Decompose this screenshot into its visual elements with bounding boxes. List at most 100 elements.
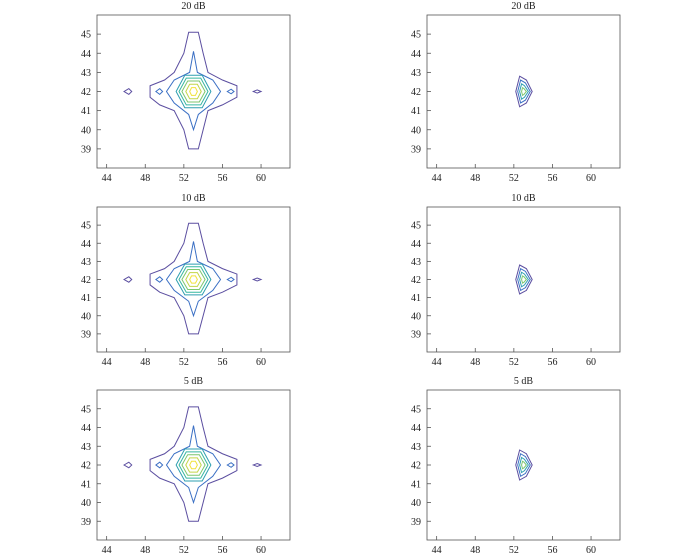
y-tick-label: 40 — [411, 125, 421, 136]
y-tick-label: 41 — [411, 479, 421, 490]
x-tick-label: 56 — [217, 357, 227, 368]
panel: 5 dB 44 48 52 56 60 39 40 41 42 43 44 45 — [81, 376, 291, 556]
y-tick-label: 43 — [81, 257, 91, 268]
contour-line — [226, 276, 235, 283]
contour-line — [165, 425, 222, 505]
contour-line — [251, 277, 263, 282]
contour-line — [521, 460, 528, 470]
y-tick-label: 40 — [81, 498, 91, 509]
y-tick-label: 41 — [81, 106, 91, 117]
contour-line — [185, 457, 202, 473]
x-tick-label: 48 — [140, 357, 150, 368]
panel: 20 dB 44 48 52 56 60 39 40 41 42 43 44 45 — [411, 1, 621, 184]
panel: 5 dB 44 48 52 56 60 39 40 41 42 43 44 45 — [411, 376, 621, 556]
contour-line — [515, 264, 533, 295]
y-tick-label: 43 — [411, 442, 421, 453]
contour-line — [181, 80, 206, 103]
x-tick-label: 56 — [547, 357, 557, 368]
y-tick-label: 40 — [81, 125, 91, 136]
contour-line — [251, 462, 263, 468]
contour-line — [165, 241, 222, 318]
contour-line — [178, 266, 209, 293]
x-tick-label: 52 — [509, 357, 519, 368]
y-tick-label: 40 — [411, 498, 421, 509]
contour-line — [123, 276, 133, 283]
x-tick-label: 56 — [217, 545, 227, 556]
y-tick-label: 41 — [411, 106, 421, 117]
y-tick-label: 44 — [411, 239, 421, 250]
contour-line — [517, 452, 531, 478]
x-tick-label: 48 — [140, 173, 150, 184]
contour-line — [521, 86, 528, 97]
y-tick-label: 42 — [411, 275, 421, 286]
x-tick-label: 52 — [179, 357, 189, 368]
plot-frame — [426, 14, 621, 169]
y-tick-label: 44 — [81, 239, 91, 250]
contour-line — [123, 88, 133, 95]
x-tick-label: 60 — [256, 357, 266, 368]
x-tick-label: 52 — [509, 173, 519, 184]
y-tick-label: 44 — [411, 49, 421, 60]
y-tick-label: 45 — [411, 221, 421, 232]
y-tick-label: 42 — [411, 461, 421, 472]
contour-line — [189, 275, 198, 284]
contour-line — [178, 451, 209, 479]
y-tick-label: 39 — [81, 144, 91, 155]
contour-line — [517, 267, 531, 292]
x-tick-label: 44 — [432, 357, 442, 368]
x-tick-label: 60 — [256, 545, 266, 556]
contour-line — [251, 89, 263, 94]
y-tick-label: 40 — [411, 311, 421, 322]
y-tick-label: 42 — [411, 87, 421, 98]
contour-line — [175, 263, 212, 296]
y-tick-label: 44 — [411, 423, 421, 434]
x-tick-label: 56 — [547, 545, 557, 556]
panel-title: 10 dB — [511, 193, 536, 204]
x-tick-label: 60 — [586, 545, 596, 556]
contour-line — [175, 74, 212, 109]
y-tick-label: 39 — [411, 517, 421, 528]
contour-line — [226, 462, 235, 468]
contour-line — [155, 276, 164, 283]
contour-line — [155, 461, 164, 469]
panel-title: 10 dB — [181, 193, 206, 204]
plot-frame — [426, 389, 621, 541]
y-tick-label: 43 — [81, 442, 91, 453]
y-tick-label: 39 — [81, 329, 91, 340]
y-tick-label: 39 — [81, 517, 91, 528]
y-tick-label: 45 — [411, 404, 421, 415]
x-tick-label: 44 — [432, 173, 442, 184]
panel: 20 dB 44 48 52 56 60 39 40 41 42 43 44 45 — [81, 1, 291, 184]
contour-line — [165, 51, 222, 132]
y-tick-label: 39 — [411, 329, 421, 340]
contour-line — [517, 79, 531, 104]
x-tick-label: 48 — [470, 173, 480, 184]
contour-line — [189, 87, 198, 96]
plot-frame — [426, 206, 621, 353]
y-tick-label: 40 — [81, 311, 91, 322]
y-tick-label: 44 — [81, 49, 91, 60]
panel: 10 dB 44 48 52 56 60 39 40 41 42 43 44 45 — [411, 193, 621, 368]
x-tick-label: 44 — [102, 357, 112, 368]
panel-title: 5 dB — [184, 376, 204, 387]
y-tick-label: 42 — [81, 461, 91, 472]
x-tick-label: 48 — [140, 545, 150, 556]
panel-title: 20 dB — [511, 1, 536, 12]
contour-line — [521, 275, 528, 284]
contour-line — [175, 448, 212, 482]
contour-line — [185, 272, 202, 287]
contour-line — [519, 271, 529, 288]
y-tick-label: 43 — [411, 68, 421, 79]
y-tick-label: 43 — [81, 68, 91, 79]
y-tick-label: 41 — [81, 479, 91, 490]
contour-line — [519, 456, 529, 474]
contour-line — [189, 460, 198, 470]
contour-line — [149, 31, 238, 150]
x-tick-label: 44 — [432, 545, 442, 556]
y-tick-label: 43 — [411, 257, 421, 268]
contour-line — [123, 461, 133, 469]
panel: 10 dB 44 48 52 56 60 39 40 41 42 43 44 45 — [81, 193, 291, 368]
contour-line — [181, 269, 206, 290]
x-tick-label: 52 — [179, 545, 189, 556]
y-tick-label: 41 — [81, 293, 91, 304]
